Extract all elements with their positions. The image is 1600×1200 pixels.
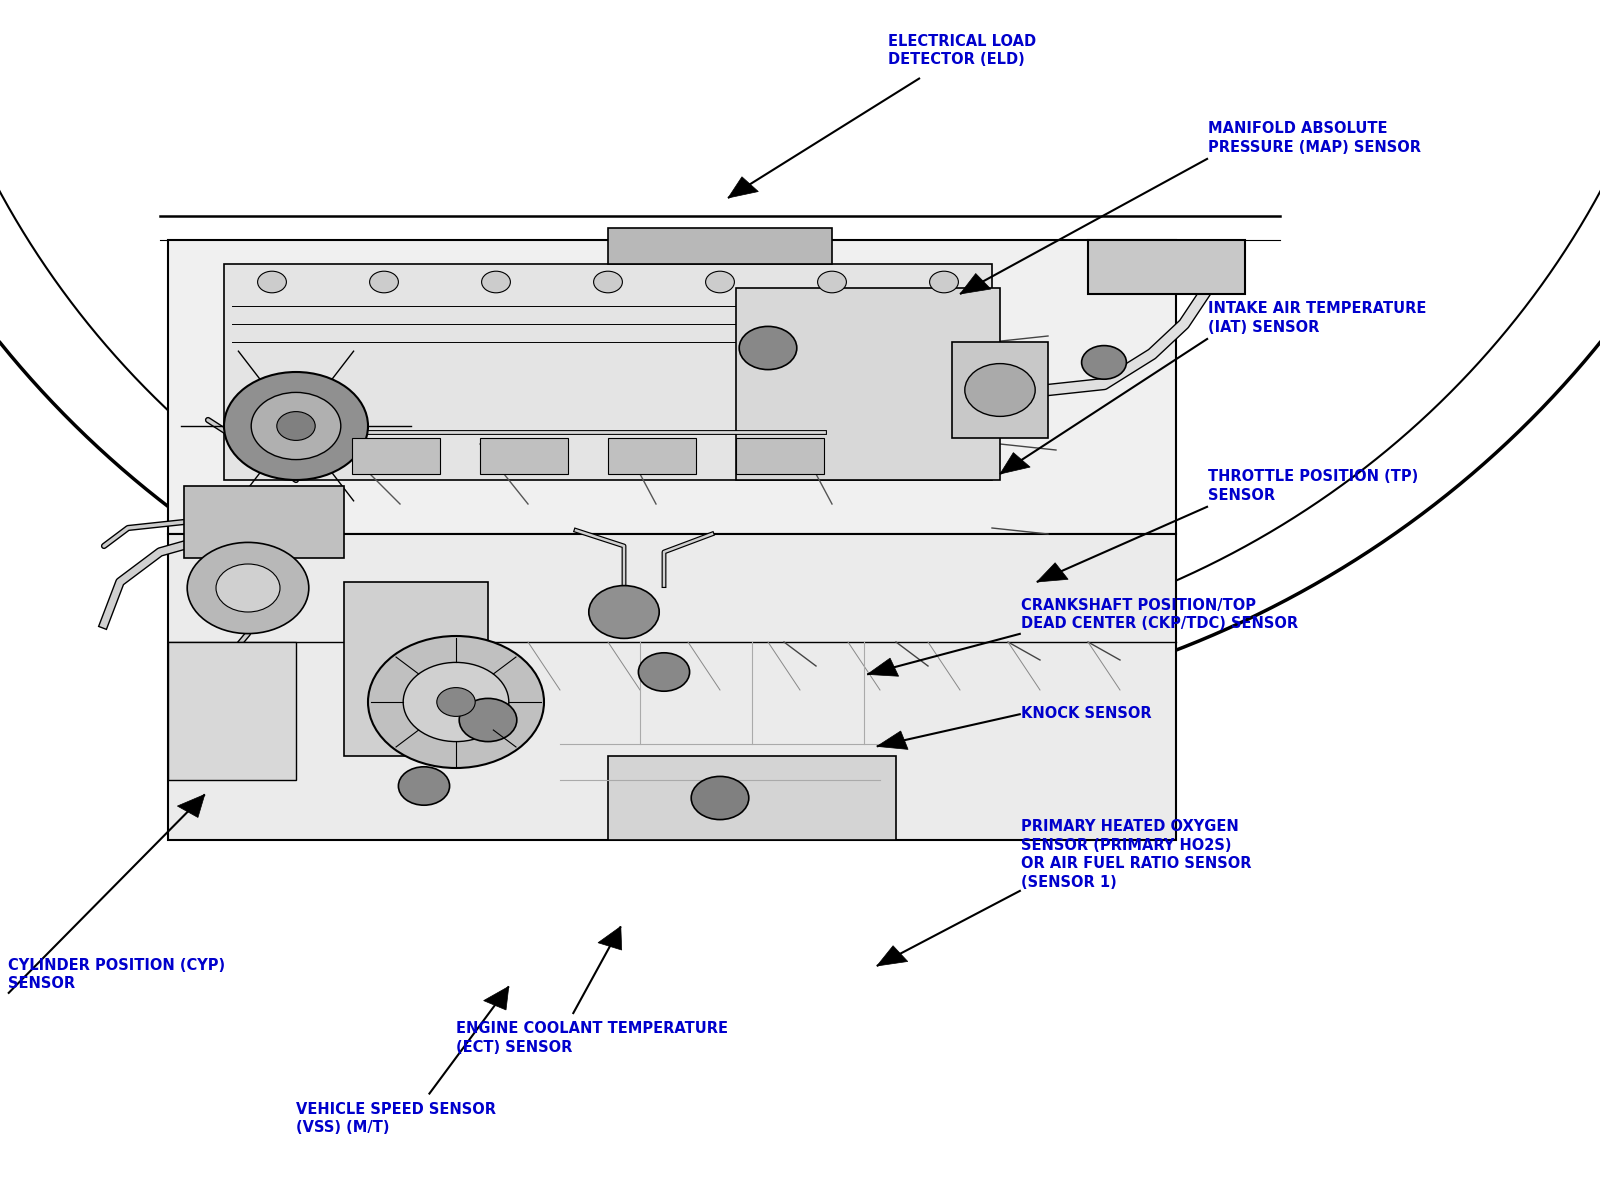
Polygon shape bbox=[480, 438, 568, 474]
Circle shape bbox=[370, 271, 398, 293]
Circle shape bbox=[459, 698, 517, 742]
Circle shape bbox=[1082, 346, 1126, 379]
Circle shape bbox=[368, 636, 544, 768]
Polygon shape bbox=[867, 658, 899, 677]
Polygon shape bbox=[168, 534, 1176, 840]
Polygon shape bbox=[608, 438, 696, 474]
Text: PRIMARY HEATED OXYGEN
SENSOR (PRIMARY HO2S)
OR AIR FUEL RATIO SENSOR
(SENSOR 1): PRIMARY HEATED OXYGEN SENSOR (PRIMARY HO… bbox=[1021, 818, 1251, 890]
Circle shape bbox=[224, 372, 368, 480]
Polygon shape bbox=[1088, 240, 1245, 294]
Circle shape bbox=[277, 412, 315, 440]
Text: MANIFOLD ABSOLUTE
PRESSURE (MAP) SENSOR: MANIFOLD ABSOLUTE PRESSURE (MAP) SENSOR bbox=[1208, 121, 1421, 155]
Circle shape bbox=[216, 564, 280, 612]
Polygon shape bbox=[344, 582, 488, 756]
Text: ELECTRICAL LOAD
DETECTOR (ELD): ELECTRICAL LOAD DETECTOR (ELD) bbox=[888, 34, 1037, 67]
Polygon shape bbox=[352, 438, 440, 474]
Polygon shape bbox=[168, 642, 296, 780]
Circle shape bbox=[818, 271, 846, 293]
Circle shape bbox=[965, 364, 1035, 416]
Polygon shape bbox=[608, 228, 832, 264]
Polygon shape bbox=[598, 926, 622, 950]
Circle shape bbox=[187, 542, 309, 634]
Text: INTAKE AIR TEMPERATURE
(IAT) SENSOR: INTAKE AIR TEMPERATURE (IAT) SENSOR bbox=[1208, 301, 1426, 335]
Polygon shape bbox=[608, 756, 896, 840]
Polygon shape bbox=[877, 946, 907, 966]
Circle shape bbox=[398, 767, 450, 805]
Polygon shape bbox=[184, 486, 344, 558]
Text: CYLINDER POSITION (CYP)
SENSOR: CYLINDER POSITION (CYP) SENSOR bbox=[8, 958, 226, 991]
Circle shape bbox=[258, 271, 286, 293]
Polygon shape bbox=[224, 264, 992, 480]
Polygon shape bbox=[736, 288, 1000, 480]
Circle shape bbox=[437, 688, 475, 716]
Polygon shape bbox=[1037, 563, 1069, 582]
Circle shape bbox=[482, 271, 510, 293]
Text: THROTTLE POSITION (TP)
SENSOR: THROTTLE POSITION (TP) SENSOR bbox=[1208, 469, 1418, 503]
Circle shape bbox=[403, 662, 509, 742]
Circle shape bbox=[589, 586, 659, 638]
Polygon shape bbox=[178, 794, 205, 817]
Polygon shape bbox=[168, 240, 1176, 534]
Text: VEHICLE SPEED SENSOR
(VSS) (M/T): VEHICLE SPEED SENSOR (VSS) (M/T) bbox=[296, 1102, 496, 1135]
Circle shape bbox=[706, 271, 734, 293]
Polygon shape bbox=[960, 274, 990, 294]
Text: CRANKSHAFT POSITION/TOP
DEAD CENTER (CKP/TDC) SENSOR: CRANKSHAFT POSITION/TOP DEAD CENTER (CKP… bbox=[1021, 598, 1298, 631]
Polygon shape bbox=[728, 176, 758, 198]
Polygon shape bbox=[877, 731, 909, 749]
Polygon shape bbox=[483, 986, 509, 1010]
Text: KNOCK SENSOR: KNOCK SENSOR bbox=[1021, 707, 1152, 721]
Circle shape bbox=[930, 271, 958, 293]
Polygon shape bbox=[1000, 452, 1030, 474]
Polygon shape bbox=[736, 438, 824, 474]
Circle shape bbox=[638, 653, 690, 691]
Circle shape bbox=[251, 392, 341, 460]
Circle shape bbox=[594, 271, 622, 293]
Text: ENGINE COOLANT TEMPERATURE
(ECT) SENSOR: ENGINE COOLANT TEMPERATURE (ECT) SENSOR bbox=[456, 1021, 728, 1055]
Circle shape bbox=[739, 326, 797, 370]
Polygon shape bbox=[952, 342, 1048, 438]
Circle shape bbox=[691, 776, 749, 820]
